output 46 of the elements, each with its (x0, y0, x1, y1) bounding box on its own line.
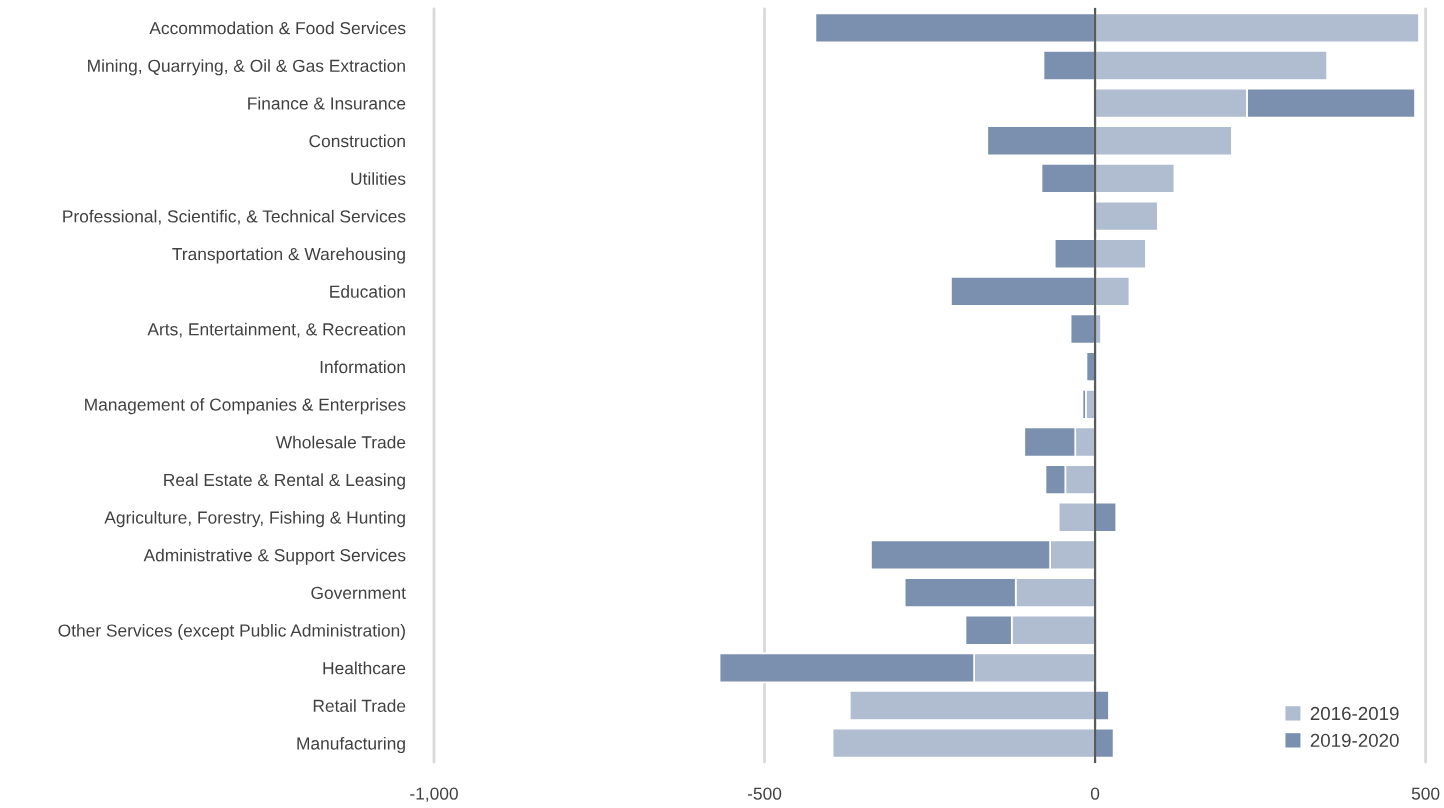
y-tick-label: Arts, Entertainment, & Recreation (147, 322, 405, 338)
y-tick-label: Mining, Quarrying, & Oil & Gas Extraction (88, 59, 405, 76)
bar (1094, 163, 1176, 194)
y-tick-label: Other Services (except Public Administration) (58, 623, 405, 641)
bar (1094, 125, 1233, 157)
bar (986, 125, 1096, 157)
y-tick-label: Professional, Scientific, & Technical Services (63, 209, 406, 225)
x-tick-label: -1,000 (410, 787, 458, 802)
bar (1094, 276, 1131, 307)
y-tick-label: Utilities (351, 172, 406, 185)
bar (1094, 50, 1328, 81)
bar (1042, 50, 1096, 81)
x-tick-label: -500 (747, 787, 782, 800)
y-tick-label: Healthcare (323, 661, 406, 675)
bar (848, 690, 1096, 721)
x-tick-label: 500 (1411, 787, 1440, 800)
y-tick-label: Management of Companies & Enterprises (85, 398, 406, 415)
x-tick-label: 0 (1090, 787, 1100, 800)
bar (1053, 238, 1096, 270)
y-tick-label: Administrative & Support Services (143, 548, 406, 565)
bar (1057, 501, 1096, 533)
y-tick-label: Education (330, 285, 405, 298)
bar (814, 12, 1096, 44)
bar (1094, 238, 1147, 270)
bar (831, 727, 1096, 759)
y-tick-label: Construction (309, 134, 405, 148)
bar (1094, 12, 1420, 44)
bar (950, 276, 1096, 307)
bar (1094, 727, 1115, 759)
y-tick-label: Accommodation & Food Services (149, 21, 406, 35)
legend-label: 2016-2019 (1310, 706, 1399, 721)
y-tick-label: Agriculture, Forestry, Fishing & Hunting (104, 510, 405, 528)
bar (1069, 313, 1096, 345)
y-tick-label: Transportation & Warehousing (172, 247, 405, 264)
bar (1040, 163, 1096, 194)
y-tick-label: Retail Trade (313, 699, 406, 712)
y-tick-label: Finance & Insurance (248, 96, 406, 110)
legend-label: 2019-2020 (1310, 733, 1399, 748)
y-tick-label: Manufacturing (297, 736, 405, 754)
y-tick-label: Information (320, 360, 405, 374)
y-tick-label: Wholesale Trade (275, 435, 406, 449)
bar (1094, 690, 1110, 721)
bar (1094, 200, 1159, 232)
bar (1094, 501, 1118, 533)
y-tick-label: Government (311, 586, 406, 600)
y-tick-label: Real Estate & Rental & Leasing (164, 473, 405, 490)
